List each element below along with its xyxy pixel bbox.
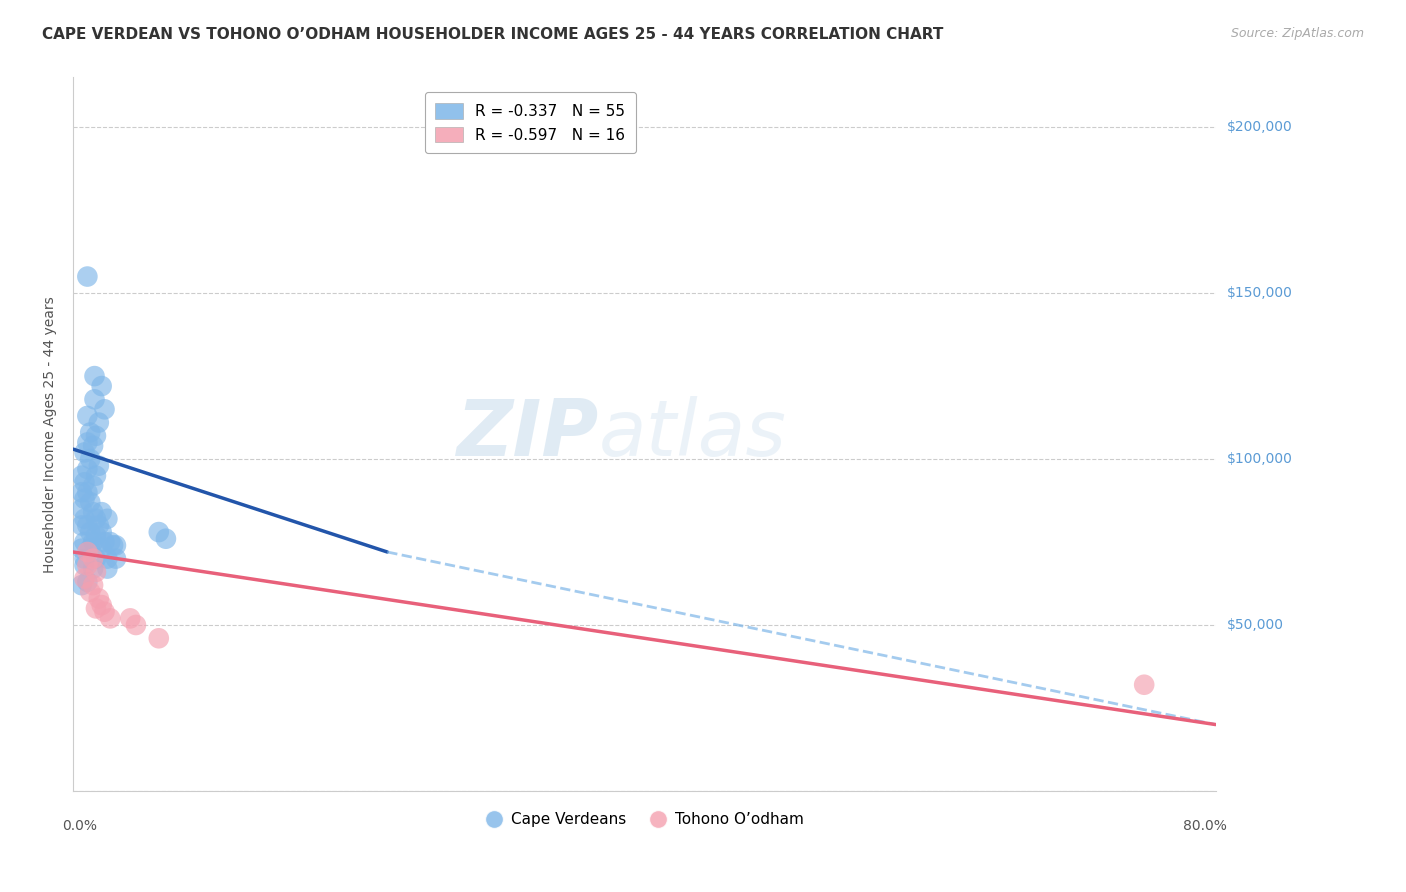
Point <box>70 468 93 483</box>
Point <box>84 551 107 566</box>
Point <box>79 425 101 440</box>
Point <box>76 462 98 476</box>
Point <box>84 512 107 526</box>
Point <box>79 495 101 509</box>
Point <box>73 491 96 506</box>
Point <box>90 598 112 612</box>
Point <box>104 551 127 566</box>
Point <box>73 512 96 526</box>
Point <box>93 402 115 417</box>
Point <box>93 535 115 549</box>
Point <box>93 605 115 619</box>
Text: CAPE VERDEAN VS TOHONO O’ODHAM HOUSEHOLDER INCOME AGES 25 - 44 YEARS CORRELATION: CAPE VERDEAN VS TOHONO O’ODHAM HOUSEHOLD… <box>42 27 943 42</box>
Point <box>73 475 96 490</box>
Point <box>79 541 101 556</box>
Point <box>90 525 112 540</box>
Point <box>84 528 107 542</box>
Y-axis label: Householder Income Ages 25 - 44 years: Householder Income Ages 25 - 44 years <box>44 296 58 573</box>
Text: Source: ZipAtlas.com: Source: ZipAtlas.com <box>1230 27 1364 40</box>
Point <box>76 558 98 573</box>
Point <box>82 535 104 549</box>
Point <box>155 532 177 546</box>
Point <box>96 561 118 575</box>
Point <box>96 512 118 526</box>
Point <box>82 478 104 492</box>
Point <box>70 501 93 516</box>
Text: 80.0%: 80.0% <box>1182 820 1227 833</box>
Point <box>87 518 110 533</box>
Point <box>73 445 96 459</box>
Point <box>84 468 107 483</box>
Point <box>73 535 96 549</box>
Point <box>70 578 93 592</box>
Point <box>82 505 104 519</box>
Point <box>96 551 118 566</box>
Point <box>82 551 104 566</box>
Point <box>76 269 98 284</box>
Point <box>104 538 127 552</box>
Point <box>87 416 110 430</box>
Point <box>73 551 96 566</box>
Point <box>120 611 142 625</box>
Text: $50,000: $50,000 <box>1226 618 1284 632</box>
Point <box>76 574 98 589</box>
Legend: Cape Verdeans, Tohono O’odham: Cape Verdeans, Tohono O’odham <box>478 806 810 833</box>
Point <box>82 561 104 575</box>
Text: $200,000: $200,000 <box>1226 120 1292 134</box>
Point <box>82 578 104 592</box>
Point <box>87 458 110 473</box>
Point <box>87 591 110 606</box>
Point <box>90 505 112 519</box>
Point <box>125 618 148 632</box>
Point <box>70 485 93 500</box>
Point <box>79 525 101 540</box>
Point <box>79 452 101 467</box>
Point <box>83 369 105 384</box>
Point <box>1133 678 1156 692</box>
Point <box>76 435 98 450</box>
Point <box>98 611 121 625</box>
Point <box>76 545 98 559</box>
Point <box>90 541 112 556</box>
Point <box>98 535 121 549</box>
Point <box>82 439 104 453</box>
Point <box>83 392 105 407</box>
Text: ZIP: ZIP <box>457 396 599 472</box>
Point <box>73 558 96 573</box>
Point <box>76 518 98 533</box>
Point <box>79 584 101 599</box>
Point <box>84 429 107 443</box>
Point <box>76 485 98 500</box>
Text: $100,000: $100,000 <box>1226 452 1292 467</box>
Point <box>76 409 98 423</box>
Text: $150,000: $150,000 <box>1226 286 1292 300</box>
Text: atlas: atlas <box>599 396 786 472</box>
Point <box>90 379 112 393</box>
Point <box>70 541 93 556</box>
Point <box>73 572 96 586</box>
Point <box>84 565 107 579</box>
Point <box>70 518 93 533</box>
Point <box>148 525 170 540</box>
Text: 0.0%: 0.0% <box>62 820 97 833</box>
Point <box>101 538 124 552</box>
Point <box>84 601 107 615</box>
Point <box>148 632 170 646</box>
